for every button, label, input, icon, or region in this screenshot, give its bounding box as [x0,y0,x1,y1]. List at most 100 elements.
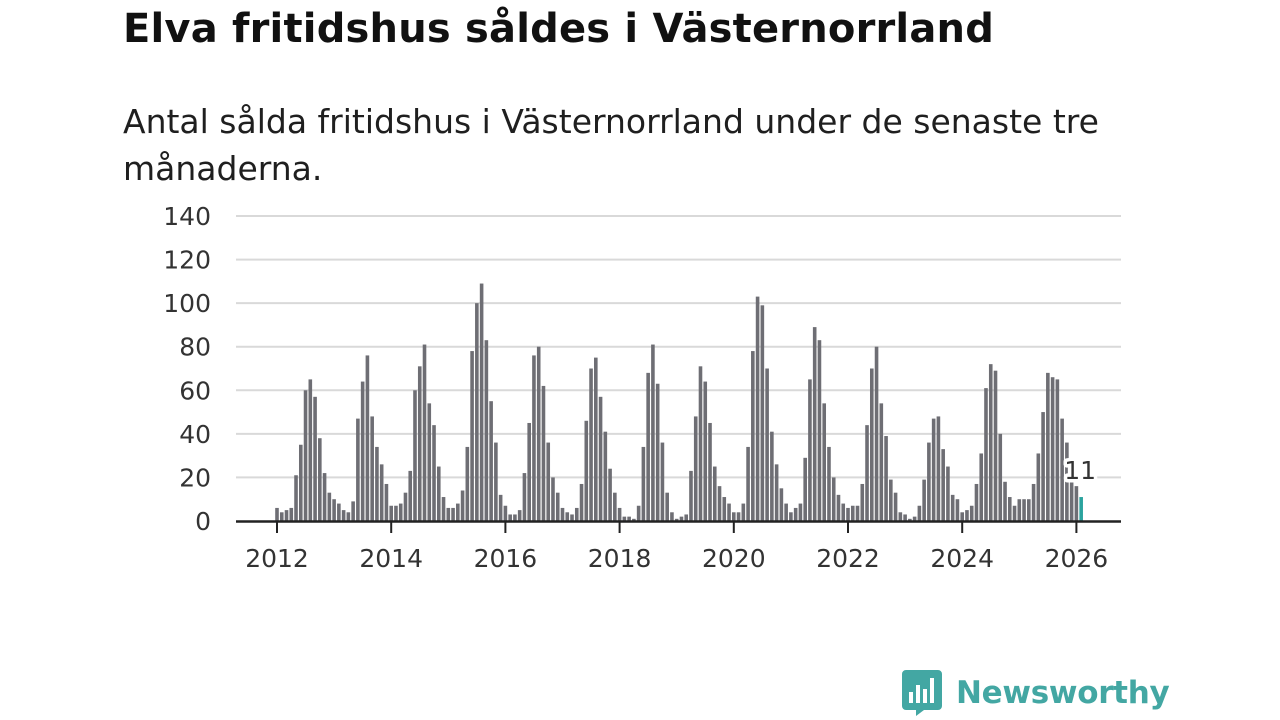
bar [522,473,527,521]
bar [479,283,484,521]
bar [465,446,470,521]
bar [765,368,769,521]
bar [693,416,698,521]
bar [798,503,803,521]
bar [318,438,322,521]
bar [441,497,446,521]
bar [365,355,370,521]
bar [436,466,441,521]
bar [608,468,612,521]
brand-logo-group: Newsworthy [902,670,1170,716]
bar [375,446,379,521]
bar [808,379,812,521]
bar [517,510,522,521]
bar [936,416,941,521]
bar [732,512,736,521]
bar [655,383,660,521]
bar [846,507,850,521]
bar [717,486,722,521]
bar [998,433,1003,521]
bar [574,507,579,521]
bar [579,483,584,521]
bar [346,512,351,521]
bar [955,499,960,521]
bar [408,470,413,521]
bar [327,492,332,521]
bar [1074,486,1079,521]
brand-name: Newsworthy [956,675,1170,711]
bar [398,503,403,521]
newsworthy-bar-chart-bubble-icon [902,670,942,716]
bar [494,442,498,521]
bar [613,492,617,521]
y-tick-label: 40 [179,420,211,449]
bar [741,503,746,521]
bar [865,425,869,521]
bar [651,344,655,521]
bar [827,446,831,521]
bar [803,457,807,521]
bar [427,403,432,521]
bar [1036,453,1041,521]
bar [979,453,984,521]
bar [893,492,898,521]
x-tick-label: 2026 [1045,544,1109,573]
bar [784,503,788,521]
bar [275,507,279,521]
bar [941,449,945,521]
bar [917,505,922,521]
bar [674,518,679,521]
x-tick-label: 2016 [474,544,538,573]
bar [755,296,760,521]
bar [646,372,650,521]
bar [679,516,684,521]
bar [617,507,622,521]
bar-highlight [1079,497,1083,521]
bar [551,477,555,521]
bar [379,464,384,521]
bar [389,505,393,521]
bar [503,505,508,521]
bar [1069,473,1074,521]
bar [689,470,693,521]
bar [831,477,836,521]
bar [489,401,493,521]
bar [422,344,427,521]
bar [822,403,827,521]
bar [322,473,327,521]
y-tick-label: 60 [179,376,211,405]
bar [946,466,950,521]
bar [413,390,417,521]
bar [513,514,517,521]
bar [922,479,926,521]
bar [984,388,988,521]
bar [498,494,503,521]
bar [298,444,303,521]
bar [779,488,784,521]
bar [684,514,689,521]
bar [660,442,665,521]
x-tick-label: 2018 [588,544,652,573]
bar [341,510,346,521]
bar [527,422,531,521]
bar [965,510,969,521]
bar [860,483,865,521]
bar [284,510,289,521]
bar [584,420,589,521]
bar [294,475,298,521]
bar [817,340,822,521]
bar [1017,499,1022,521]
x-tick-label: 2024 [930,544,994,573]
axis-ticks: 0 20 40 60 80 100 120 140 2012 2014 2016 2018 2020 20… [163,202,1108,573]
bar [927,442,931,521]
bar [565,512,570,521]
bar [403,492,408,521]
x-tick-label: 2022 [816,544,880,573]
grid-lines [236,215,1121,479]
bar [1046,372,1050,521]
y-tick-label: 140 [163,202,211,231]
bar [812,327,817,521]
bar [889,479,893,521]
bar [1022,499,1026,521]
bar [446,507,451,521]
